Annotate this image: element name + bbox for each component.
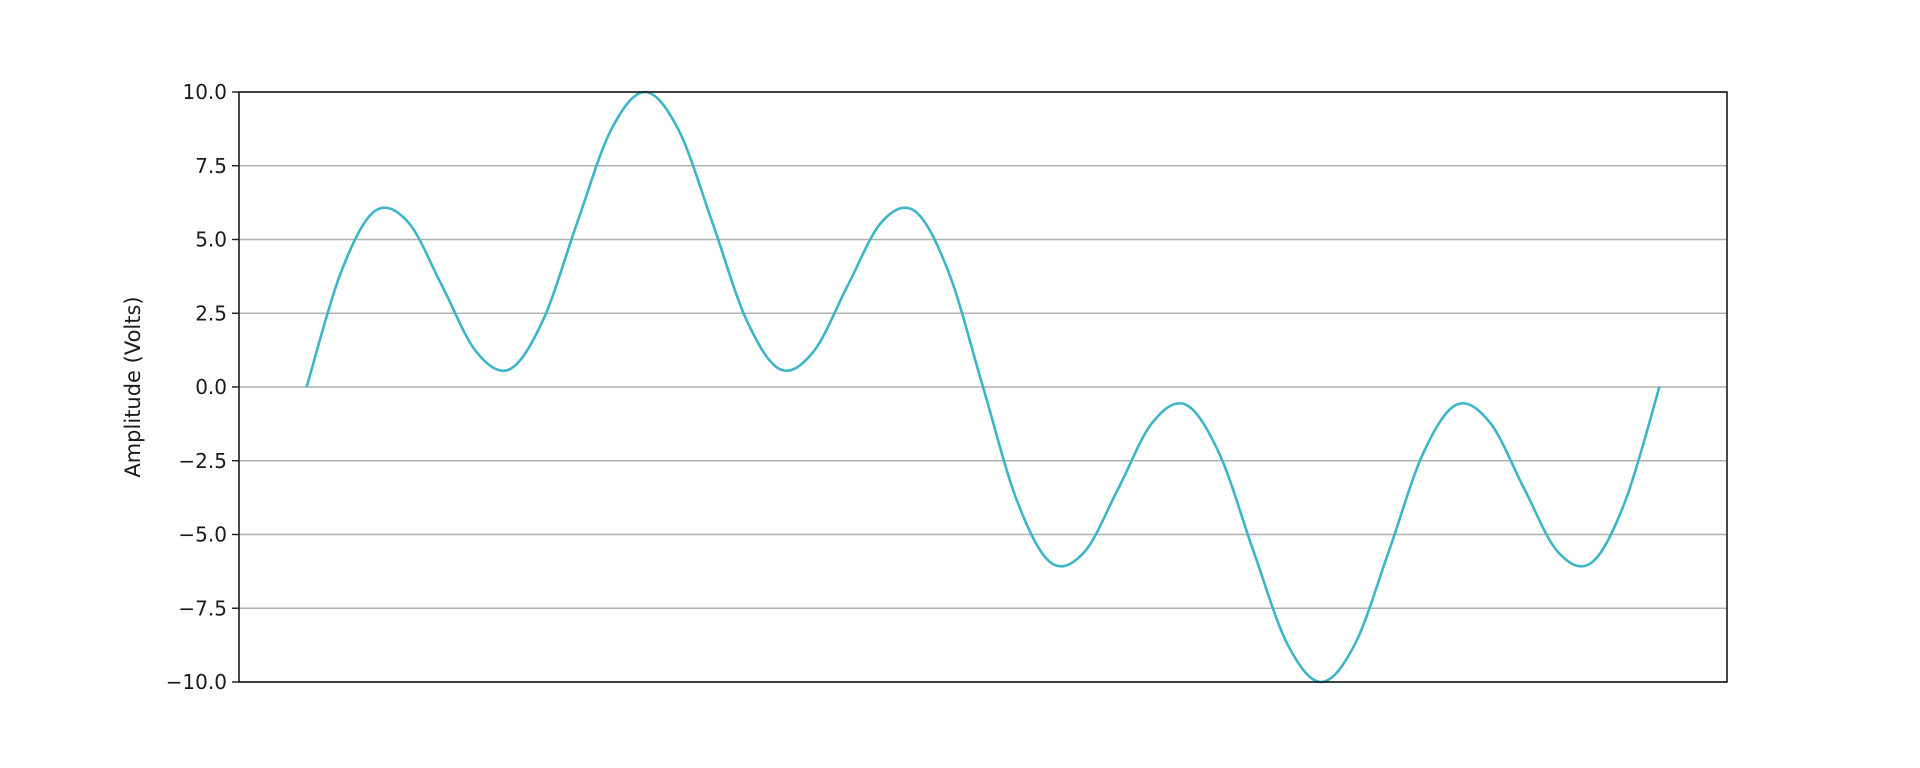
y-tick-label: 5.0 xyxy=(195,228,227,252)
series-line xyxy=(305,90,1661,684)
y-tick-label: −5.0 xyxy=(178,523,227,547)
y-axis-label: Amplitude (Volts) xyxy=(121,296,145,477)
y-tick-label: 10.0 xyxy=(182,80,227,104)
plot-frame xyxy=(238,91,1728,683)
y-tick-label: −7.5 xyxy=(178,596,227,620)
y-tick-label: 0.0 xyxy=(195,375,227,399)
y-tick-label: 7.5 xyxy=(195,154,227,178)
y-tick-label: 2.5 xyxy=(195,301,227,325)
y-axis-ticks: −10.0 −7.5 −5.0 −2.5 0.0 2.5 5.0 7.5 10.0 xyxy=(166,80,239,694)
y-tick-label: −2.5 xyxy=(178,449,227,473)
y-tick-label: −10.0 xyxy=(166,670,227,694)
